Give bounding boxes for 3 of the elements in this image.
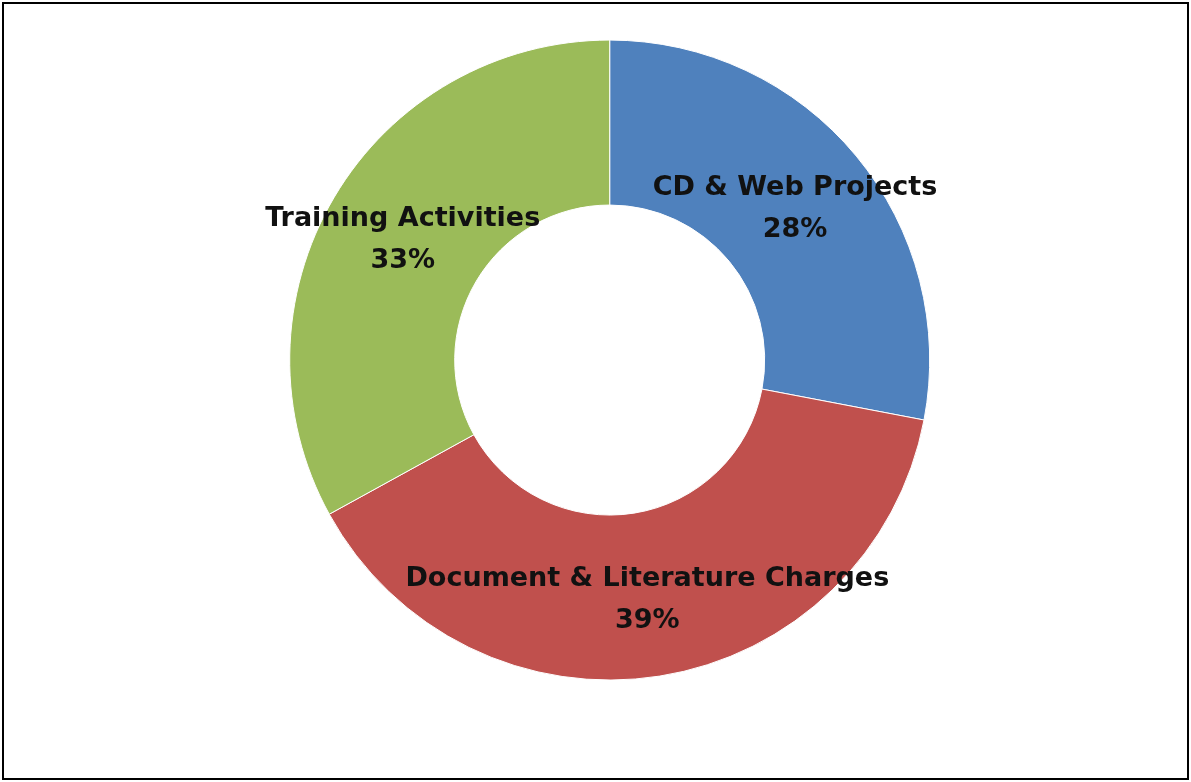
data-label: 28% bbox=[762, 212, 828, 244]
data-label: 39% bbox=[615, 603, 680, 635]
data-label: 33% bbox=[370, 243, 436, 275]
